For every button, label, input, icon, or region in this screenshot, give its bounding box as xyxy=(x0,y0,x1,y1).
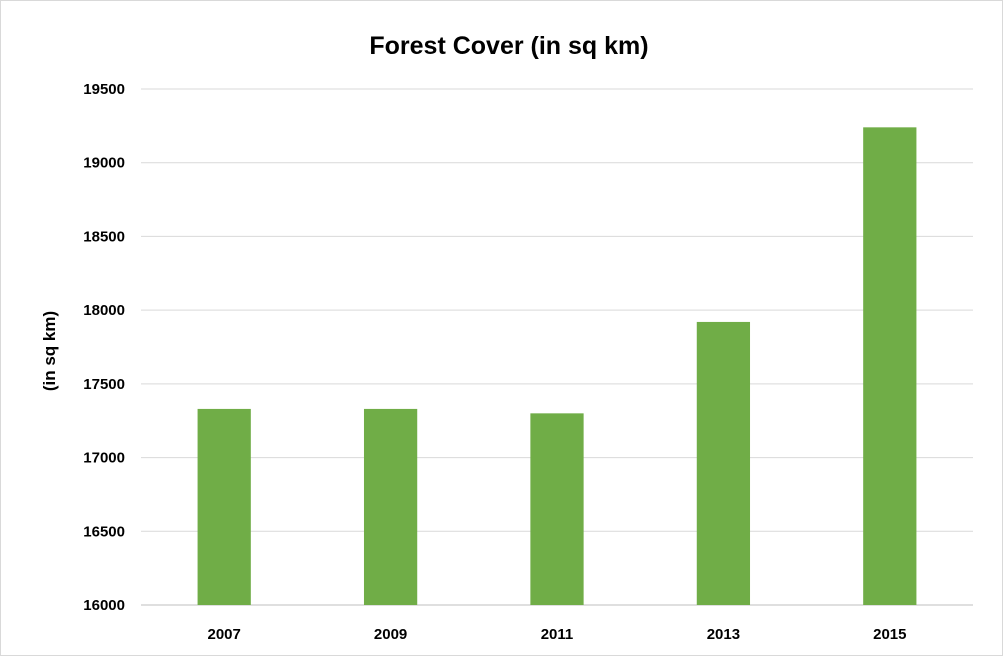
x-tick-label: 2007 xyxy=(208,626,241,643)
bar-2011 xyxy=(530,413,584,605)
bars xyxy=(197,127,917,606)
y-tick-label: 18500 xyxy=(83,228,125,245)
y-tick-label: 19000 xyxy=(83,155,125,172)
y-tick-label: 19500 xyxy=(83,81,125,98)
x-tick-label: 2011 xyxy=(541,626,574,643)
x-tick-label: 2013 xyxy=(707,626,740,643)
chart-title: Forest Cover (in sq km) xyxy=(369,32,648,60)
y-tick-label: 16000 xyxy=(83,597,125,614)
bar-2015 xyxy=(863,127,917,606)
bar-2007 xyxy=(197,408,251,605)
x-axis-ticks: 2007 2009 2011 2013 2015 xyxy=(208,626,907,643)
x-tick-label: 2015 xyxy=(873,626,906,643)
bar-2013 xyxy=(696,321,751,605)
bar-2009 xyxy=(363,408,418,605)
y-axis-label: (in sq km) xyxy=(40,311,59,391)
y-tick-label: 18000 xyxy=(83,302,125,319)
y-tick-label: 17000 xyxy=(83,450,125,467)
y-tick-label: 16500 xyxy=(83,523,125,540)
y-tick-label: 17500 xyxy=(83,376,125,393)
x-tick-label: 2009 xyxy=(374,626,407,643)
y-axis-ticks: 16000 16500 17000 17500 18000 18500 19000 19500 xyxy=(83,81,125,614)
